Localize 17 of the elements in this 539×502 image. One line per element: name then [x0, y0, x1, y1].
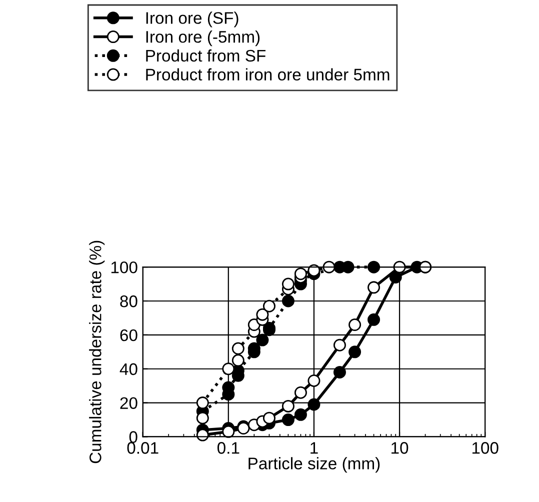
x-tick-label: 1 [310, 442, 318, 454]
x-tick-label: 0.01 [127, 442, 158, 454]
legend-label: Product from iron ore under 5mm [146, 68, 390, 81]
x-tick-label: 0.1 [217, 442, 240, 454]
y-tick-label: 100 [111, 261, 138, 274]
y-tick-label: 80 [120, 295, 138, 308]
y-tick-label: 40 [120, 363, 138, 376]
legend-label: Product from SF [146, 49, 266, 62]
y-tick-label: 0 [129, 431, 138, 443]
y-tick-label: 20 [120, 397, 138, 410]
x-axis-title: Particle size (mm) [248, 457, 380, 473]
x-tick-label: 100 [472, 442, 498, 454]
y-tick-label: 60 [120, 329, 138, 342]
x-tick-label: 10 [392, 442, 408, 454]
legend-label: Iron ore (-5mm) [146, 30, 260, 46]
y-axis-title: Cumulative undersize rate (%) [89, 240, 105, 464]
legend-label: Iron ore (SF) [146, 12, 238, 28]
